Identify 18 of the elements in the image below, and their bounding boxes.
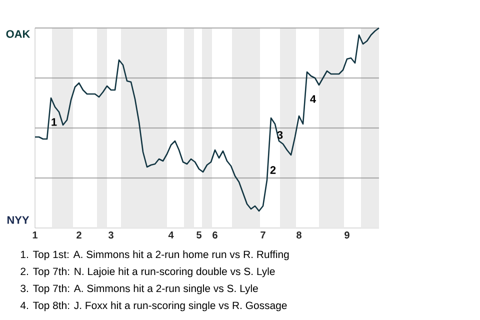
x-tick-label: 6 bbox=[212, 232, 218, 239]
x-tick-label: 8 bbox=[296, 232, 302, 239]
x-tick-label: 9 bbox=[344, 232, 350, 239]
text: 3. Top 7th: A. Simmons hit a 2-run single vs S. Lyle bbox=[20, 284, 258, 294]
text: 1. Top 1st: A. Simmons hit a 2-run home run vs R. Ruffing bbox=[21, 250, 289, 260]
text: NYY bbox=[7, 216, 30, 224]
text: 4. Top 8th: J. Foxx hit a run-scoring single vs R. Gossage bbox=[20, 301, 287, 312]
x-tick-label: 4 bbox=[168, 232, 174, 238]
annotation: 4 bbox=[310, 95, 316, 103]
x-tick-label: 1 bbox=[32, 232, 38, 238]
text: OAK bbox=[6, 30, 30, 38]
x-tick-label: 3 bbox=[108, 232, 114, 239]
annotation: 1 bbox=[52, 118, 57, 126]
x-tick-label: 7 bbox=[260, 232, 266, 238]
annotation: 2 bbox=[270, 166, 276, 174]
text: 2. Top 7th: N. Lajoie hit a run-scoring double vs S. Lyle bbox=[20, 267, 275, 278]
x-tick-label: 5 bbox=[196, 232, 202, 238]
x-tick-label: 2 bbox=[76, 232, 82, 238]
